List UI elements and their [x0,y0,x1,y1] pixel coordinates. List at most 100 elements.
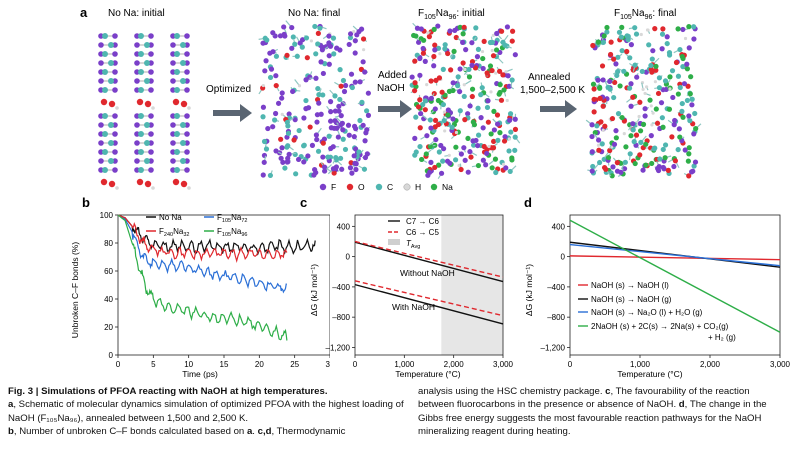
oxygen-atom [481,38,487,44]
fluorine-atom [328,109,334,115]
sodium-atom [487,63,494,69]
carbon-atom [442,46,448,52]
fluorine-atom [336,108,342,114]
carbon-atom [285,143,291,149]
fluorine-atom [507,117,513,123]
fluorine-atom [469,62,475,68]
carbon-atom [646,42,652,48]
oxygen-atom [654,120,661,126]
oxygen-atom [490,138,497,145]
carbon-atom [500,39,506,45]
carbon-atom [440,66,446,72]
fluorine-atom [648,133,654,139]
carbon-atom [144,140,150,146]
fluorine-atom [327,99,334,105]
arrow-label-added: Added [378,70,407,81]
hydrogen-atom [438,52,442,56]
carbon-atom [356,149,362,155]
carbon-atom [649,56,655,62]
oxygen-atom [652,26,658,32]
fluorine-atom [441,146,447,152]
panel-d-series [569,219,781,333]
carbon-atom [102,167,108,173]
carbon-atom [284,119,290,125]
carbon-atom [615,111,622,117]
legend-label-c7-c6: C7 → C6 [406,217,439,226]
caption-d-label: d [678,399,685,411]
carbon-atom [180,42,186,48]
fluorine-atom [184,131,190,137]
sodium-atom [653,63,659,69]
oxygen-atom [432,124,438,130]
sodium-atom [680,114,686,120]
y-tick-label: 60 [104,267,113,276]
hydrogen-atom [639,32,643,37]
fluorine-atom [260,40,266,46]
fluorine-atom [148,87,154,93]
carbon-atom [144,122,150,128]
sodium-atom [413,33,419,39]
carbon-atom [590,163,596,170]
fluorine-atom [314,136,320,143]
carbon-atom [347,35,354,41]
carbon-atom [509,77,515,83]
fluorine-atom [660,164,666,171]
oxygen-atom [431,53,437,60]
fluorine-atom [642,113,648,119]
hydrogen-atom [650,123,654,127]
carbon-atom [662,78,669,84]
fluorine-atom [170,158,176,164]
fluorine-atom [348,31,354,37]
fluorine-atom [273,148,279,154]
fluorine-atom [506,83,512,89]
oxygen-atom [433,77,439,83]
sodium-atom [640,121,647,127]
fluorine-atom [417,72,423,78]
fluorine-atom [330,144,336,150]
carbon-atom [174,51,180,57]
oxygen-atom [108,100,116,108]
fluorine-atom [614,168,621,174]
carbon-atom [660,146,666,153]
hydrogen-atom [463,67,467,72]
carbon-atom [692,110,698,117]
arrow-label-optimized: Optimized [206,84,251,95]
sodium-atom [679,53,685,60]
sodium-atom [613,135,619,141]
sodium-atom [451,48,457,54]
panel-d-legend: NaOH (s) → NaOH (l) NaOH (s) → NaOH (g) … [578,281,736,342]
fluorine-atom [285,159,291,165]
sodium-atom [469,86,476,92]
arrow-label-annealed: Annealed [528,72,570,83]
fluorine-atom [334,45,340,51]
fluorine-atom [278,155,284,161]
sodium-atom [687,91,693,97]
caption-cd-label: c,d [257,426,272,438]
panel-c-chart: c 0 1,000 2,000 3,000 400 0 –400 –800 –1,200 C7 … [300,195,514,379]
molecule-structure-no-na-initial [98,33,191,190]
title-no-na-initial: No Na: initial [108,8,165,19]
fluorine-atom [318,111,324,117]
oxygen-atom [512,126,519,132]
carbon-atom [611,94,617,101]
carbon-atom [299,44,305,50]
sodium-atom [675,91,681,97]
oxygen-atom [490,53,497,59]
fluorine-atom [690,168,696,174]
carbon-atom [630,127,636,133]
sodium-atom [653,106,659,112]
fluorine-atom [280,159,286,165]
fluorine-atom [352,79,358,85]
sodium-atom [605,154,612,161]
carbon-atom [102,69,108,75]
carbon-atom [461,93,467,100]
oxygen-atom [460,60,466,66]
carbon-atom [479,85,485,91]
sodium-atom [470,119,476,125]
fluorine-atom [502,134,508,140]
fluorine-atom [112,167,118,173]
panel-a-label: a [80,5,88,20]
caption-left-column: Fig. 3 | Simulations of PFOA reacting wi… [8,385,408,439]
fluorine-atom [295,156,302,163]
oxygen-atom [599,63,606,69]
